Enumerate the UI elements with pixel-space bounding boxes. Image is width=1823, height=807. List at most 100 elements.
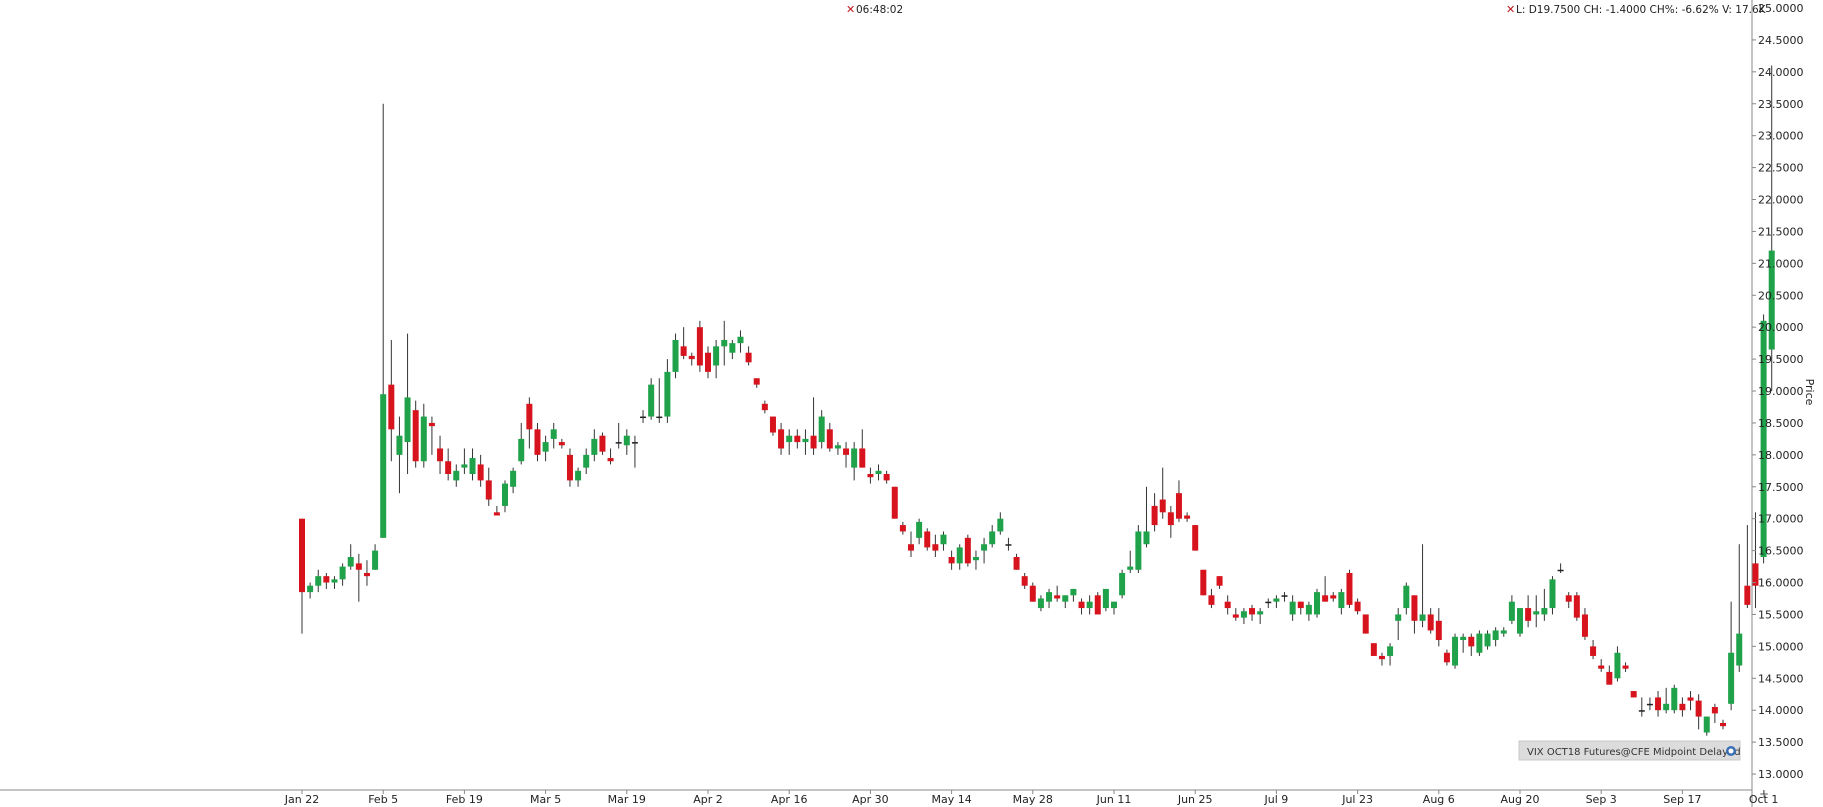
candle xyxy=(875,464,882,481)
candle-body xyxy=(1500,630,1507,634)
price-tick-label: 18.0000 xyxy=(1758,449,1804,462)
candle xyxy=(1614,646,1621,682)
candle xyxy=(1728,601,1735,711)
candle-body xyxy=(1143,531,1150,545)
candle xyxy=(1078,598,1085,615)
candle-body xyxy=(1013,556,1020,570)
date-tick-label: Jun 25 xyxy=(1177,793,1213,806)
candle-body xyxy=(721,339,728,347)
candle xyxy=(916,518,923,545)
header-status: L: D19.7500 CH: -1.4000 CH%: -6.62% V: 1… xyxy=(1516,4,1767,16)
candle xyxy=(948,550,955,570)
candle xyxy=(802,429,809,455)
candle-body xyxy=(1671,687,1678,711)
header-time: 06:48:02 xyxy=(856,4,903,16)
candle-body xyxy=(428,422,435,427)
candle-body xyxy=(1273,598,1280,602)
candle-body xyxy=(1378,655,1385,660)
candle-body xyxy=(1362,614,1369,634)
candle xyxy=(745,346,752,366)
candle xyxy=(1102,588,1109,612)
candle-body xyxy=(631,442,638,444)
candle-body xyxy=(778,429,785,449)
date-tick-label: Jun 11 xyxy=(1096,793,1132,806)
candle xyxy=(388,339,395,462)
candle-body xyxy=(1046,592,1053,602)
badge-background xyxy=(1518,740,1741,761)
candle-body xyxy=(1460,636,1467,640)
date-tick-label: Mar 5 xyxy=(530,793,561,806)
candle-body xyxy=(1744,585,1751,605)
candle xyxy=(899,521,906,535)
price-tick-label: 22.0000 xyxy=(1758,194,1804,207)
candle-body xyxy=(1208,595,1215,605)
candle-body xyxy=(908,544,914,551)
date-tick-label: Apr 16 xyxy=(771,793,808,806)
candle-body xyxy=(713,346,720,366)
candle xyxy=(412,400,419,468)
candle-body xyxy=(1720,722,1726,727)
candle xyxy=(599,432,606,455)
price-tick-label: 14.5000 xyxy=(1758,672,1804,685)
candle xyxy=(940,531,947,551)
candle-body xyxy=(1655,697,1662,711)
candle-body xyxy=(1305,604,1312,615)
candle-body xyxy=(1094,595,1101,615)
price-tick-label: 19.0000 xyxy=(1758,385,1804,398)
candle xyxy=(1768,65,1775,392)
candle-body xyxy=(1281,595,1288,597)
candle xyxy=(307,582,314,599)
date-tick-label: Jan 22 xyxy=(284,793,319,806)
candle xyxy=(1419,544,1426,628)
candle-body xyxy=(1167,512,1174,526)
candle xyxy=(396,416,403,494)
candle xyxy=(1590,639,1597,660)
candle-body xyxy=(1159,499,1166,513)
candle xyxy=(1630,691,1637,698)
candle-body xyxy=(1760,320,1767,557)
price-tick-label: 25.0000 xyxy=(1758,2,1804,15)
candle xyxy=(1387,643,1394,666)
candle-body xyxy=(380,394,387,538)
axis-corner-plus-icon[interactable]: + xyxy=(1759,787,1769,801)
candle-body xyxy=(396,435,403,455)
candle-body xyxy=(331,579,338,583)
candle xyxy=(867,467,874,484)
candle-body xyxy=(534,429,541,455)
candle-body xyxy=(769,416,776,433)
candle-body xyxy=(1037,598,1044,609)
price-tick-label: 17.5000 xyxy=(1758,481,1804,494)
candle-body xyxy=(891,486,898,519)
candle xyxy=(518,422,525,465)
candle xyxy=(1143,486,1150,548)
candle-body xyxy=(867,474,874,478)
candle xyxy=(1346,569,1353,609)
candle-body xyxy=(1736,633,1743,666)
candle xyxy=(1021,572,1028,589)
candle xyxy=(1484,630,1491,650)
candle-body xyxy=(1484,633,1491,647)
chart-header: ✕ 06:48:02 ✕ L: D19.7500 CH: -1.4000 CH%… xyxy=(846,3,1767,16)
candle xyxy=(761,400,768,414)
candle-body xyxy=(1021,576,1028,586)
candle-body xyxy=(1119,572,1126,596)
candle xyxy=(542,435,549,462)
candle-body xyxy=(1224,601,1231,609)
price-tick-label: 24.0000 xyxy=(1758,66,1804,79)
candle-body xyxy=(1216,576,1223,586)
badge-text: VIX OCT18 Futures@CFE Midpoint Delayed xyxy=(1527,747,1741,758)
candle xyxy=(1159,467,1166,519)
price-axis: 25.0000 24.5000 24.0000 23.5000 23.0000 22.50… xyxy=(1752,2,1804,781)
candle-body xyxy=(1622,665,1629,669)
candle xyxy=(1127,550,1134,573)
candle-body xyxy=(1711,707,1718,714)
candle-body xyxy=(1346,572,1353,605)
candle xyxy=(1013,553,1020,570)
candle xyxy=(997,512,1004,535)
candle xyxy=(1070,588,1077,602)
candle-body xyxy=(550,429,557,439)
candle-body xyxy=(1452,636,1459,666)
candle-body xyxy=(1078,601,1085,609)
candle xyxy=(1395,608,1402,640)
candle-body xyxy=(347,556,354,567)
